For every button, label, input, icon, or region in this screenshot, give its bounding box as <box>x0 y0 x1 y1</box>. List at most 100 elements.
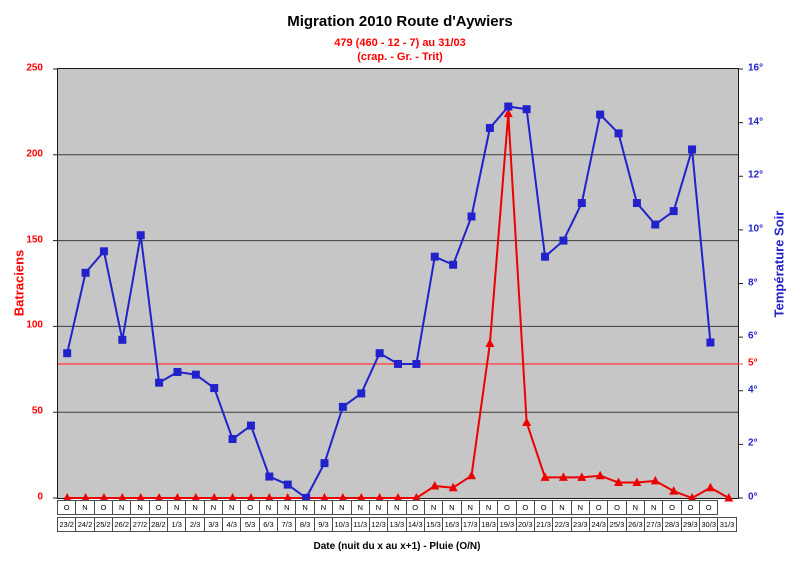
date-cell: 26/2 <box>112 517 132 532</box>
temperature-marker <box>412 359 421 368</box>
temperature-marker <box>320 459 329 468</box>
batraciens-marker <box>522 417 532 426</box>
y-right-tick-label: 16° <box>748 62 764 74</box>
pluie-cell: N <box>460 500 480 515</box>
date-cell: 26/3 <box>625 517 645 532</box>
batraciens-marker <box>614 477 624 487</box>
y-axis-right-ticks: 0° 2° 4° 6° 8° 10° 12° 14° 16° 5° <box>744 63 796 503</box>
batraciens-marker <box>577 472 587 481</box>
date-cell: 8/3 <box>295 517 315 532</box>
pluie-cell: N <box>222 500 242 515</box>
pluie-cell: O <box>680 500 701 515</box>
date-cell: 24/3 <box>588 517 609 532</box>
pluie-cell: N <box>185 500 205 515</box>
batraciens-marker <box>172 493 182 502</box>
date-cell: 3/3 <box>203 517 224 532</box>
temperature-marker <box>136 231 145 240</box>
date-cell: 14/3 <box>405 517 425 532</box>
batraciens-marker <box>356 493 366 502</box>
temperature-marker <box>485 123 494 132</box>
pluie-cell: O <box>240 500 260 515</box>
temperature-marker <box>81 268 90 277</box>
batraciens-marker <box>724 493 734 502</box>
temperature-marker <box>357 389 366 398</box>
batraciens-marker <box>338 493 348 502</box>
date-cell: 31/3 <box>717 517 737 532</box>
batraciens-marker <box>503 108 513 118</box>
date-cell: 22/3 <box>552 517 572 532</box>
temperature-marker <box>173 367 182 376</box>
y-left-tick-label: 250 <box>26 62 43 74</box>
temperature-marker <box>191 370 200 379</box>
temperature-marker <box>467 212 476 221</box>
date-cell: 19/3 <box>497 517 517 532</box>
temperature-marker <box>688 145 697 154</box>
date-cell: 21/3 <box>533 517 554 532</box>
batraciens-marker <box>136 493 146 502</box>
pluie-cell: N <box>442 500 462 515</box>
pluie-cell: N <box>112 500 132 515</box>
date-cell: 30/3 <box>699 517 719 532</box>
pluie-cell: O <box>607 500 627 515</box>
pluie-cell: O <box>148 500 169 515</box>
temperature-marker <box>596 110 605 119</box>
pluie-cell: O <box>533 500 554 515</box>
temperature-marker <box>651 220 660 229</box>
batraciens-marker <box>228 493 238 502</box>
pluie-cell: O <box>662 500 682 515</box>
batraciens-marker <box>411 493 421 502</box>
plot-svg <box>53 68 743 502</box>
date-cell: 13/3 <box>387 517 407 532</box>
date-cell: 18/3 <box>478 517 499 532</box>
date-cell: 28/3 <box>662 517 682 532</box>
y-right-tick-label-5deg: 5° <box>748 357 758 369</box>
temperature-marker <box>559 236 568 245</box>
pluie-cell: N <box>313 500 334 515</box>
pluie-cell: O <box>57 500 77 515</box>
pluie-cell: N <box>203 500 224 515</box>
pluie-cell: N <box>332 500 352 515</box>
date-cell: 1/3 <box>167 517 187 532</box>
pluie-cell: N <box>295 500 315 515</box>
date-cell: 23/2 <box>57 517 77 532</box>
y-left-tick-label: 0 <box>37 491 43 503</box>
batraciens-marker <box>209 493 219 502</box>
pluie-cell: N <box>570 500 590 515</box>
batraciens-marker <box>467 470 477 480</box>
temp-rature-soir-line <box>66 105 712 499</box>
date-cell: 11/3 <box>350 517 370 532</box>
date-cell: 4/3 <box>222 517 242 532</box>
temperature-marker <box>394 359 402 368</box>
date-cell: 27/3 <box>644 517 664 532</box>
batraciens-marker <box>319 493 329 502</box>
pluie-cell: N <box>625 500 645 515</box>
y-right-tick-label: 14° <box>748 116 764 128</box>
date-cell: 6/3 <box>258 517 279 532</box>
batraciens-marker <box>99 493 109 502</box>
batraciens-marker <box>595 470 605 480</box>
temperature-marker <box>522 105 531 114</box>
chart-title: Migration 2010 Route d'Aywiers <box>287 13 513 30</box>
temperature-marker <box>614 129 623 138</box>
pluie-cell: N <box>258 500 279 515</box>
date-cell: 7/3 <box>277 517 297 532</box>
date-cell: 12/3 <box>368 517 389 532</box>
batraciens-marker <box>448 482 458 492</box>
batraciens-marker <box>540 472 550 481</box>
y-right-tick-label: 12° <box>748 169 764 181</box>
batraciens-marker <box>687 493 697 502</box>
date-cell: 5/3 <box>240 517 260 532</box>
pluie-cell: O <box>699 500 719 515</box>
temperature-marker <box>99 247 108 256</box>
date-cell: 2/3 <box>185 517 205 532</box>
temperature-marker <box>155 378 164 387</box>
y-right-tick-label: 10° <box>748 223 764 235</box>
temperature-marker <box>302 494 311 502</box>
y-axis-left-ticks: 0 50 100 150 200 250 <box>0 63 49 503</box>
y-right-tick-label: 2° <box>748 437 758 449</box>
y-left-tick-label: 50 <box>31 405 43 417</box>
pluie-cell: N <box>130 500 150 515</box>
pluie-cell: N <box>644 500 664 515</box>
batraciens-marker <box>558 472 568 481</box>
